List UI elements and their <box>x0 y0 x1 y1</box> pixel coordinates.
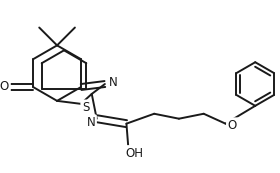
Text: O: O <box>228 119 237 132</box>
Text: OH: OH <box>125 147 143 160</box>
Text: N: N <box>87 116 95 129</box>
Text: O: O <box>0 80 9 93</box>
Text: S: S <box>82 101 90 114</box>
Text: N: N <box>108 76 117 89</box>
